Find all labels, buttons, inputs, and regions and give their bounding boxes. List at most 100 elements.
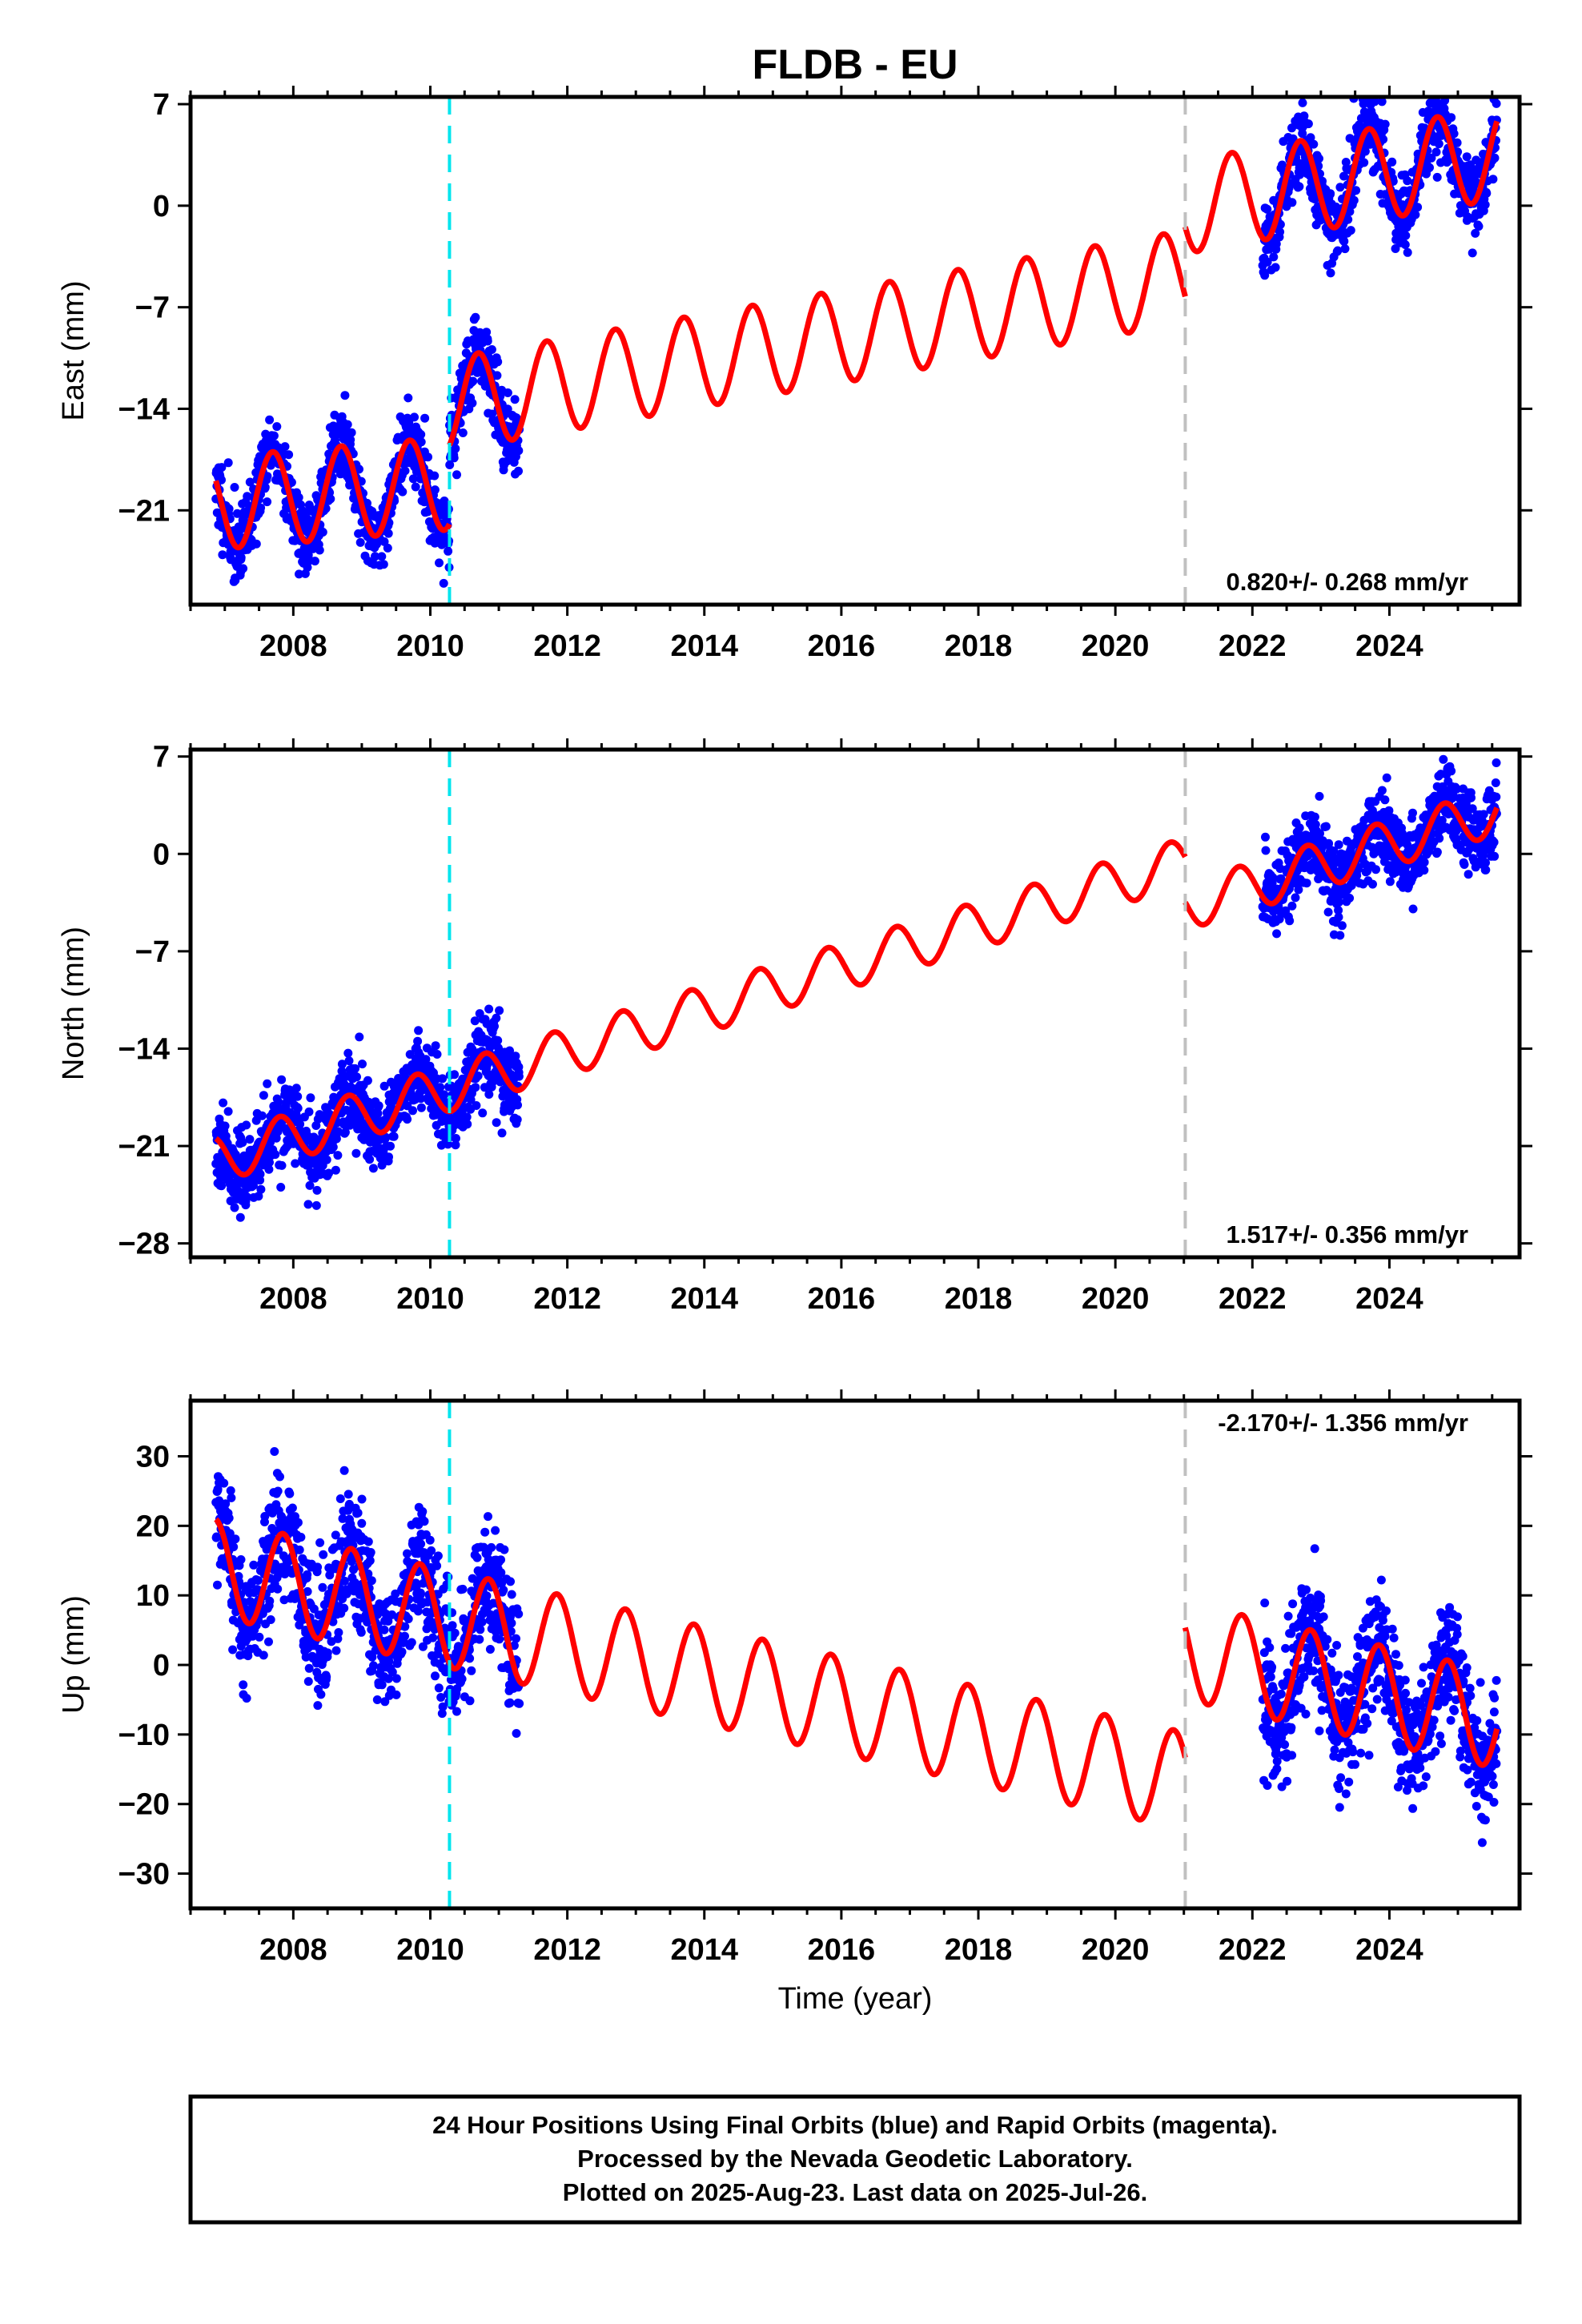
- data-point: [471, 312, 480, 322]
- data-point: [1315, 154, 1323, 163]
- data-point: [1329, 846, 1339, 856]
- data-point: [1335, 1784, 1343, 1793]
- data-point: [1490, 851, 1500, 861]
- data-point: [477, 1617, 487, 1626]
- data-point: [499, 1586, 508, 1594]
- x-tick-label: 2014: [670, 629, 738, 663]
- x-tick-label: 2008: [259, 629, 327, 663]
- data-point: [1301, 1709, 1311, 1719]
- data-point: [1263, 1781, 1272, 1790]
- data-point: [475, 1634, 484, 1644]
- data-point: [294, 493, 303, 502]
- data-point: [1335, 183, 1345, 192]
- data-point: [230, 1203, 239, 1212]
- data-point: [1315, 791, 1324, 801]
- data-point: [386, 1141, 395, 1151]
- data-point: [1368, 879, 1377, 889]
- data-point: [1287, 901, 1297, 911]
- data-point: [1306, 133, 1315, 143]
- data-point: [1323, 907, 1333, 917]
- data-point: [432, 1050, 442, 1059]
- data-point: [1309, 139, 1319, 149]
- data-point: [478, 1108, 488, 1118]
- data-point: [493, 1035, 503, 1045]
- data-point: [416, 1539, 426, 1549]
- data-point: [1379, 135, 1388, 144]
- data-point: [334, 1628, 343, 1637]
- data-point: [1294, 885, 1303, 895]
- data-point: [331, 1134, 341, 1144]
- data-point: [1261, 832, 1270, 842]
- data-point: [284, 450, 294, 460]
- data-point: [242, 1120, 251, 1130]
- data-point: [355, 464, 363, 474]
- y-tick-label: −7: [135, 935, 170, 969]
- data-point: [338, 1514, 347, 1523]
- data-point: [1291, 893, 1300, 903]
- data-point: [482, 328, 492, 337]
- data-point: [465, 1696, 475, 1706]
- data-point: [217, 1181, 227, 1191]
- data-point: [213, 1580, 222, 1590]
- x-tick-label: 2024: [1355, 629, 1423, 663]
- data-point: [371, 552, 379, 561]
- data-point: [1327, 1648, 1337, 1658]
- data-point: [337, 1059, 347, 1069]
- data-point: [1345, 207, 1355, 216]
- data-point: [351, 1063, 359, 1073]
- data-point: [272, 422, 282, 432]
- data-point: [1427, 153, 1436, 163]
- data-point: [236, 553, 246, 562]
- data-point: [448, 1621, 457, 1630]
- data-point: [315, 1538, 325, 1547]
- data-point: [236, 1555, 246, 1564]
- data-point: [1348, 1747, 1358, 1757]
- data-point: [265, 415, 275, 424]
- data-point: [1287, 1723, 1296, 1732]
- data-point: [1447, 113, 1456, 123]
- data-point: [1263, 257, 1272, 267]
- data-point: [408, 1106, 417, 1116]
- data-point: [503, 388, 512, 397]
- data-point: [507, 1618, 516, 1628]
- data-point: [1479, 810, 1488, 819]
- data-point: [1387, 157, 1397, 167]
- data-point: [363, 1076, 372, 1085]
- data-point: [1261, 846, 1271, 855]
- data-point: [493, 357, 503, 367]
- data-point: [287, 1503, 297, 1513]
- x-tick-label: 2022: [1219, 1282, 1287, 1316]
- data-point: [439, 578, 448, 588]
- data-point: [1360, 147, 1370, 156]
- data-point: [259, 1651, 268, 1660]
- data-point: [379, 1081, 389, 1091]
- data-point: [492, 371, 502, 380]
- data-point: [271, 1133, 281, 1143]
- data-point: [1351, 186, 1361, 195]
- data-point: [303, 563, 312, 572]
- data-point: [263, 1079, 272, 1088]
- data-point: [1370, 97, 1379, 107]
- data-point: [439, 1128, 448, 1137]
- data-point: [377, 1680, 387, 1690]
- data-point: [251, 539, 261, 549]
- data-point: [1460, 860, 1469, 869]
- data-point: [1283, 1776, 1292, 1786]
- data-point: [1285, 916, 1295, 926]
- data-point: [1371, 865, 1380, 875]
- data-point: [1335, 1803, 1344, 1812]
- data-point: [1334, 906, 1343, 915]
- data-point: [507, 1590, 516, 1599]
- data-point: [1281, 1643, 1291, 1653]
- data-point: [1339, 171, 1348, 181]
- data-point: [416, 1094, 426, 1104]
- data-point: [1449, 129, 1459, 139]
- x-tick-label: 2016: [808, 629, 876, 663]
- data-point: [1403, 176, 1412, 186]
- data-point: [1288, 1599, 1298, 1609]
- data-point: [1354, 864, 1363, 874]
- data-point: [1335, 931, 1345, 940]
- data-point: [452, 470, 461, 480]
- data-point: [1491, 778, 1500, 787]
- data-point: [458, 428, 468, 437]
